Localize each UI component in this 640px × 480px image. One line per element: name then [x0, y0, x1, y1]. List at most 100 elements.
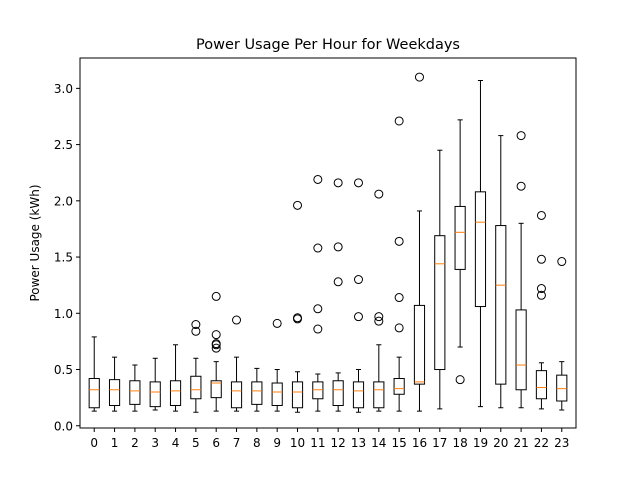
box-iqr — [515, 309, 527, 391]
x-tick-label: 5 — [192, 436, 200, 450]
y-tick-label: 1.0 — [54, 307, 73, 321]
outlier-point — [333, 242, 343, 252]
x-tick-label: 22 — [534, 436, 549, 450]
box-iqr — [413, 304, 426, 385]
box-hour-15 — [393, 116, 405, 412]
box-iqr — [352, 381, 365, 409]
outlier-point — [211, 291, 221, 301]
outlier-point — [374, 316, 384, 326]
y-tick-label: 0.0 — [54, 419, 73, 433]
outlier-point — [333, 277, 343, 287]
box-hour-8 — [251, 367, 263, 412]
outlier-point — [313, 243, 323, 253]
x-tick-label: 4 — [172, 436, 180, 450]
outlier-point — [394, 293, 404, 303]
x-tick-label: 17 — [432, 436, 447, 450]
x-tick-label: 18 — [452, 436, 467, 450]
box-hour-5 — [190, 320, 202, 413]
plot-area — [88, 72, 568, 413]
y-tick-label: 1.5 — [54, 251, 73, 265]
y-tick-label: 2.5 — [54, 138, 73, 152]
x-tick-label: 16 — [412, 436, 427, 450]
x-axis: 0 1 2 3 4 5 6 7 8 9 10 11 12 13 14 15 16 17 18 19 20 21 22 23 — [90, 428, 569, 450]
box-iqr — [454, 205, 466, 270]
outlier-point — [353, 275, 363, 285]
box-hour-19 — [474, 79, 487, 408]
box-iqr — [495, 225, 507, 385]
x-tick-label: 13 — [351, 436, 366, 450]
box-hour-22 — [535, 210, 548, 410]
box-iqr — [393, 378, 405, 395]
y-axis-label: Power Usage (kWh) — [28, 184, 42, 301]
box-iqr — [108, 379, 121, 407]
outlier-point — [272, 318, 282, 328]
box-iqr — [230, 381, 243, 409]
outlier-point — [293, 313, 303, 323]
box-hour-23 — [556, 257, 568, 411]
x-tick-label: 23 — [554, 436, 569, 450]
box-iqr — [535, 370, 548, 400]
y-tick-label: 0.5 — [54, 363, 73, 377]
outlier-point — [191, 320, 201, 330]
box-iqr — [149, 381, 161, 408]
box-iqr — [210, 380, 222, 399]
outlier-point — [394, 323, 404, 333]
outlier-point — [394, 236, 404, 246]
outlier-point — [313, 324, 323, 334]
x-tick-label: 14 — [371, 436, 386, 450]
outlier-point — [557, 257, 567, 267]
outlier-point — [333, 178, 343, 188]
box-hour-14 — [373, 189, 385, 412]
outlier-point — [211, 330, 221, 340]
box-iqr — [271, 382, 283, 407]
outlier-point — [536, 290, 546, 300]
box-iqr — [251, 381, 263, 405]
outlier-point — [536, 254, 546, 264]
outlier-point — [211, 339, 221, 349]
box-iqr — [373, 381, 385, 409]
box-hour-21 — [515, 131, 527, 409]
outlier-point — [374, 312, 384, 322]
outlier-point — [516, 181, 526, 191]
box-iqr — [474, 191, 487, 308]
box-iqr — [129, 380, 141, 405]
outlier-point — [536, 284, 546, 294]
outlier-point — [536, 210, 546, 220]
box-hour-11 — [312, 174, 324, 412]
outlier-point — [293, 200, 303, 210]
box-iqr — [332, 380, 344, 407]
box-hour-12 — [332, 178, 344, 412]
chart-title: Power Usage Per Hour for Weekdays — [196, 37, 460, 53]
x-tick-label: 1 — [111, 436, 119, 450]
box-iqr — [169, 380, 182, 407]
x-tick-label: 7 — [233, 436, 241, 450]
box-hour-17 — [434, 149, 446, 410]
box-iqr — [556, 374, 568, 402]
x-tick-label: 10 — [290, 436, 305, 450]
box-hour-16 — [413, 72, 426, 412]
box-hour-1 — [108, 356, 121, 412]
outlier-point — [516, 131, 526, 141]
box-iqr — [190, 375, 202, 400]
box-iqr — [291, 381, 304, 409]
y-tick-label: 2.0 — [54, 194, 73, 208]
outlier-point — [232, 315, 242, 325]
outlier-point — [353, 312, 363, 322]
box-hour-2 — [129, 364, 141, 412]
box-hour-7 — [230, 315, 243, 412]
x-tick-label: 3 — [151, 436, 159, 450]
x-tick-label: 11 — [310, 436, 325, 450]
box-hour-6 — [210, 291, 222, 412]
x-tick-label: 2 — [131, 436, 139, 450]
y-tick-label: 3.0 — [54, 82, 73, 96]
x-tick-label: 21 — [513, 436, 528, 450]
box-hour-10 — [291, 200, 304, 413]
outlier-point — [414, 72, 424, 82]
box-hour-4 — [169, 344, 182, 412]
outlier-point — [313, 174, 323, 184]
box-iqr — [312, 381, 324, 400]
y-axis: 0.0 0.5 1.0 1.5 2.0 2.5 3.0 — [54, 82, 80, 433]
x-tick-label: 9 — [273, 436, 281, 450]
outlier-point — [353, 178, 363, 188]
